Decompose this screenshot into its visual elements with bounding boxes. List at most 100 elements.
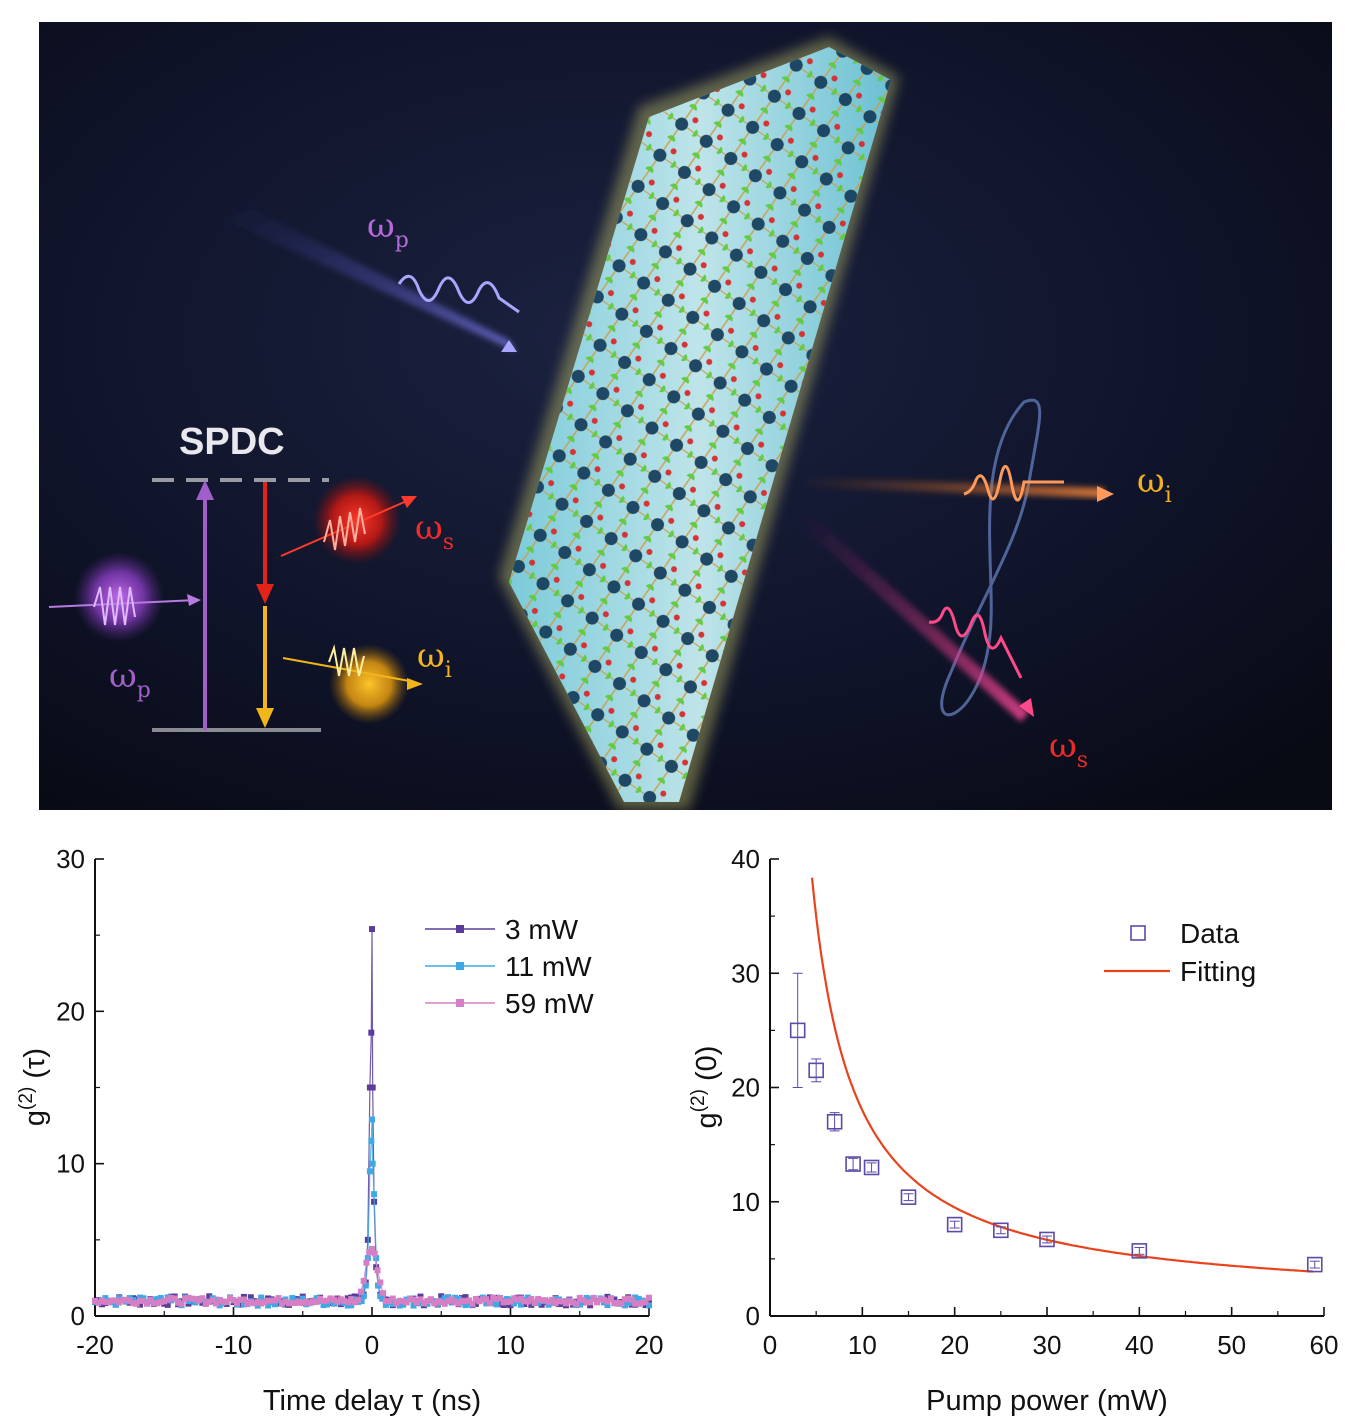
data-point-3mw [237,1301,244,1308]
data-point-3mw [199,1299,206,1306]
data-point-59mw [396,1297,403,1304]
data-point-59mw [438,1299,445,1306]
data-point-59mw [164,1296,171,1303]
idler-photon-glow [329,644,409,724]
data-point-59mw [472,1296,479,1303]
data-point-11mw [375,1282,382,1289]
x-tick-label: 60 [1310,1330,1339,1360]
data-point-11mw [154,1296,161,1303]
data-point-3mw [344,1295,351,1302]
data-point-11mw [258,1294,265,1301]
data-point-11mw [445,1294,452,1301]
g2-zero-chart: 0 10 20 30 40 50 60 0 10 20 30 40 Data Fitting Pump… [688,844,1339,1417]
spdc-energy-diagram: SPDC ωp ωs ωi [48,421,454,732]
data-point-59mw [105,1299,112,1306]
data-point [900,1189,917,1205]
data-point-59mw [452,1298,459,1305]
data-point-59mw [555,1298,562,1305]
data-point-59mw [431,1300,438,1307]
data-point-11mw [490,1300,497,1307]
data-point-59mw [580,1297,587,1304]
data-point [1306,1256,1323,1273]
data-point-11mw [157,1294,164,1301]
data-point-11mw [510,1300,517,1307]
data-point-11mw [373,1255,380,1262]
data-point-59mw [369,1245,375,1252]
data-point-59mw [420,1300,427,1307]
legend-label-data: Data [1180,918,1240,949]
data-point-59mw [357,1288,364,1295]
data-point-59mw [261,1299,268,1306]
data-point-59mw [646,1294,652,1301]
data-point-11mw [517,1301,524,1308]
idler-label-output: ωi [1137,461,1172,508]
data-point-59mw [140,1298,147,1305]
y-tick-label: 10 [56,1149,85,1179]
data-point-59mw [92,1297,98,1304]
y-tick-label: 30 [56,844,85,874]
x-tick-label: 0 [365,1330,379,1360]
data-point-59mw [538,1297,545,1304]
data-point [993,1222,1009,1239]
data-point-59mw [265,1297,272,1304]
output-photons: ωi ωs [799,398,1172,773]
data-point-11mw [344,1302,351,1309]
data-point-11mw [102,1295,109,1302]
data-point-59mw [500,1299,507,1306]
data-point-3mw [334,1295,341,1302]
data-point-59mw [566,1297,573,1304]
data-point-59mw [116,1299,123,1306]
y-tick-label: 0 [746,1301,760,1331]
data-point-59mw [109,1297,116,1304]
data-point-59mw [303,1298,310,1305]
data-point-59mw [569,1299,576,1306]
y-axis-title: g(2) (0) [688,1046,723,1129]
data-point-59mw [206,1298,213,1305]
data-point-59mw [462,1298,469,1305]
data-point-11mw [448,1299,455,1306]
data-point [826,1113,843,1130]
data-point-59mw [112,1297,119,1304]
data-point-59mw [483,1296,490,1303]
data-point-59mw [348,1296,355,1303]
data-point-59mw [337,1296,344,1303]
data-point-59mw [213,1300,220,1307]
data-point-3mw [369,926,375,933]
data-point-11mw [646,1302,652,1309]
data-point-59mw [223,1298,230,1305]
y-axis-title: g(2) (τ) [16,1048,51,1126]
spdc-illustration: ωp SPDC ωp ωs ωi [39,22,1332,810]
legend-marker-data [1130,925,1146,941]
data-point-11mw [216,1302,223,1309]
data-point-11mw [455,1295,462,1302]
data-point-59mw [320,1298,327,1305]
data-point-59mw [434,1298,441,1305]
data-point-59mw [476,1298,483,1305]
data-point-59mw [594,1299,601,1306]
data-point-59mw [209,1297,216,1304]
data-point-59mw [374,1267,381,1274]
data-point-59mw [382,1298,389,1305]
data-point-59mw [459,1297,466,1304]
data-point-11mw [462,1302,469,1309]
legend-label-59mw: 59 mW [505,988,594,1019]
g2-tau-chart: -20 -10 0 10 20 0 10 20 30 3 mW 11 mW 59 mW Time… [16,844,663,1417]
data-point [946,1216,963,1233]
data-point-3mw [373,1264,380,1271]
data-point-59mw [130,1300,137,1307]
data-point-59mw [403,1299,410,1306]
data-point-59mw [299,1300,306,1307]
data-point-59mw [393,1300,400,1307]
data-point-59mw [400,1298,407,1305]
data-point-11mw [628,1299,635,1306]
data-point-59mw [590,1295,597,1302]
data-point-3mw [164,1301,171,1308]
signal-label-output: ωs [1049,726,1088,773]
data-point-59mw [486,1300,493,1307]
data-point-11mw [545,1301,552,1308]
data-point-59mw [202,1300,209,1307]
data-point-59mw [531,1299,538,1306]
data-point-59mw [334,1298,341,1305]
data-point-59mw [573,1300,580,1307]
pump-beam [229,202,520,352]
